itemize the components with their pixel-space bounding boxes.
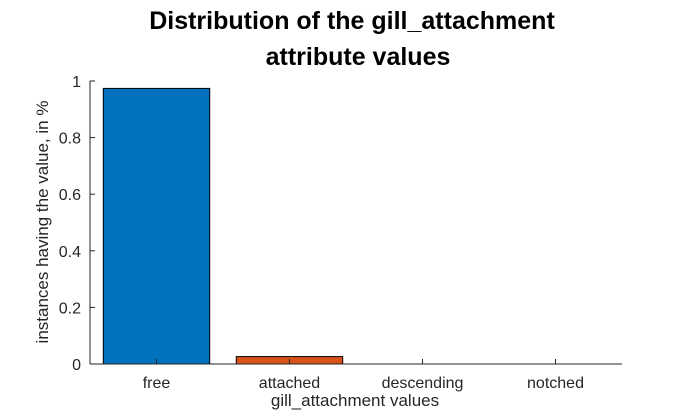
bars-group [102,87,344,365]
y-tick-label: 1 [72,74,81,91]
chart-title-line-2: attribute values [266,43,451,71]
y-tick-label: 0.2 [59,300,81,317]
y-axis-label: instances having the value, in % [33,101,52,344]
y-tick-label: 0.8 [59,131,81,148]
y-axis-ticks: 0 0.2 0.4 0.6 0.8 1 [59,74,95,374]
x-tick-label: free [143,375,171,392]
chart-title-line-1: Distribution of the gill_attachment [149,7,555,35]
x-tick-label: descending [382,375,464,392]
x-axis-ticks: free attached descending notched [143,359,584,392]
bar-free [102,87,211,365]
x-tick-label: attached [259,375,320,392]
x-tick-label: notched [527,375,584,392]
y-tick-label: 0 [72,357,81,374]
y-tick-label: 0.4 [59,244,81,261]
y-tick-label: 0.6 [59,187,81,204]
x-axis-label: gill_attachment values [271,391,439,410]
